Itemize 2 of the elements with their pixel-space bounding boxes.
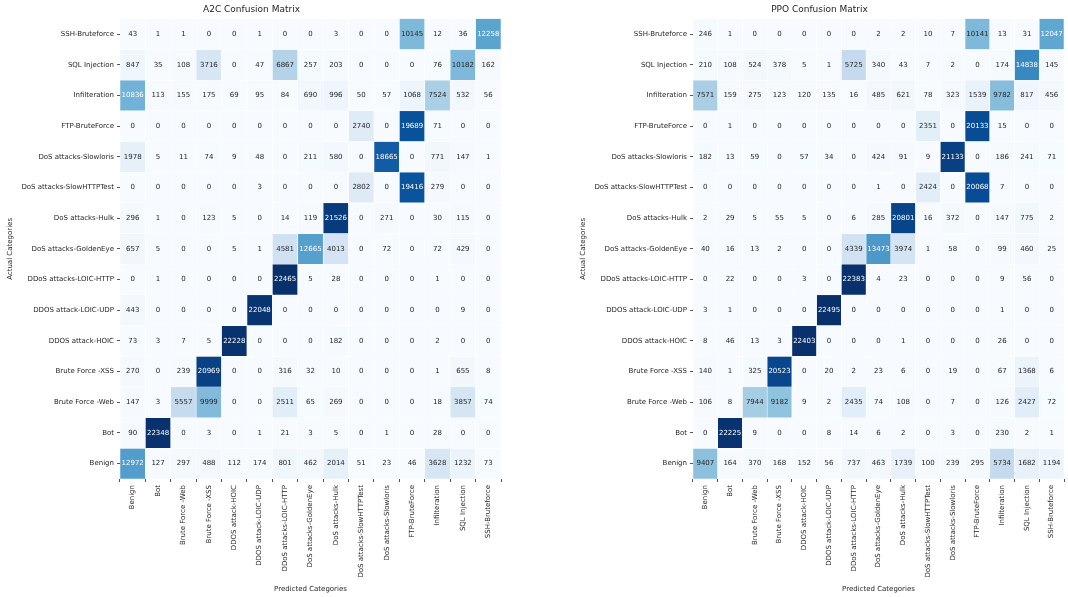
chart-title: PPO Confusion Matrix bbox=[771, 3, 869, 14]
chart-title: A2C Confusion Matrix bbox=[203, 3, 301, 14]
